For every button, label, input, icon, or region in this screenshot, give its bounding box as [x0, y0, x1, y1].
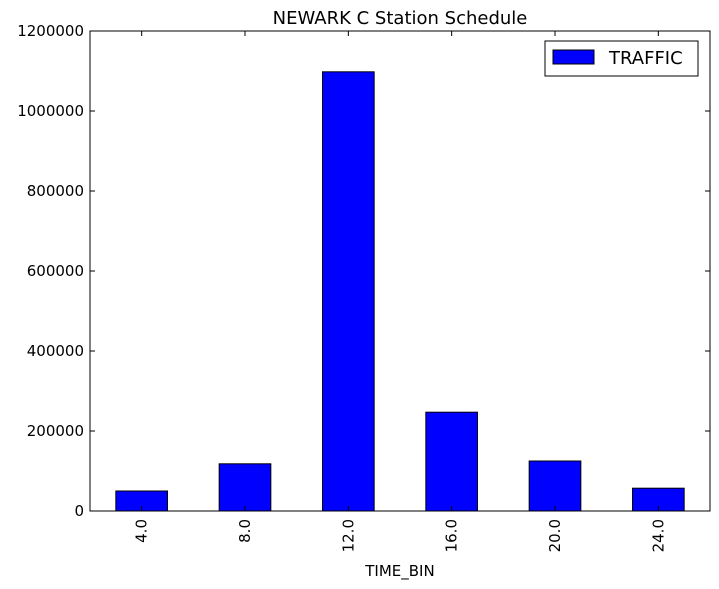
- plot-frame: [89, 30, 711, 512]
- bar-16.0: [425, 411, 479, 512]
- x-tick-label: 4.0: [133, 519, 151, 543]
- y-axis: 0 200000 400000 600000 800000 1000000 1200000: [17, 22, 710, 520]
- y-tick-label: 1200000: [17, 22, 84, 40]
- y-tick-label: 200000: [27, 422, 84, 440]
- chart-title: NEWARK C Station Schedule: [273, 8, 528, 29]
- y-tick-label: 400000: [27, 342, 84, 360]
- x-tick-label: 16.0: [443, 519, 461, 552]
- legend-label: TRAFFIC: [608, 48, 683, 69]
- bar-8.0: [218, 463, 272, 512]
- x-axis: 4.0 8.0 12.0 16.0 20.0 24.0: [133, 31, 667, 552]
- x-tick-label: 8.0: [236, 519, 254, 543]
- bar-20.0: [528, 460, 582, 512]
- x-axis-label: TIME_BIN: [364, 562, 434, 581]
- legend-swatch: [552, 49, 595, 65]
- y-tick-label: 600000: [27, 262, 84, 280]
- x-tick-label: 20.0: [546, 519, 564, 552]
- bar-12.0: [322, 71, 375, 512]
- legend: TRAFFIC: [544, 40, 699, 77]
- x-tick-label: 24.0: [649, 519, 667, 552]
- y-tick-label: 800000: [27, 182, 84, 200]
- y-tick-label: 0: [74, 502, 84, 520]
- y-tick-label: 1000000: [17, 102, 84, 120]
- bars-group: [115, 71, 685, 512]
- x-tick-label: 12.0: [339, 519, 357, 552]
